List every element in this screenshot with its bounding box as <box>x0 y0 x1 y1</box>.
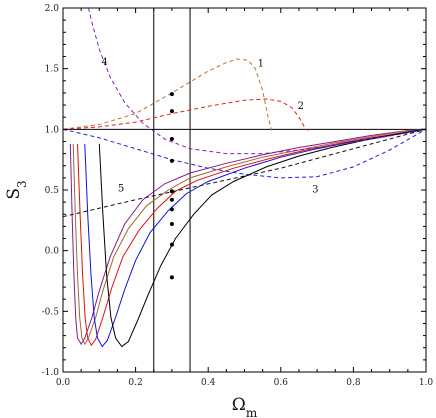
dashed-series-5-line <box>63 128 426 218</box>
data-point-marker <box>169 189 174 194</box>
markers-group <box>169 92 174 280</box>
x-tick-label: 0.6 <box>274 378 289 388</box>
solid-series-line <box>84 128 426 348</box>
data-point-marker <box>169 158 174 163</box>
series-group <box>63 8 426 348</box>
solid-series-line <box>98 128 426 348</box>
dashed-series-2-line <box>63 98 309 131</box>
x-tick-label: 1.0 <box>419 378 434 388</box>
x-tick-label: 0.8 <box>346 378 361 388</box>
data-point-marker <box>169 137 174 142</box>
curve-label-1: 1 <box>258 58 264 69</box>
solid-series-line <box>72 128 426 346</box>
dashed-series-3-line <box>63 128 426 179</box>
y-tick-label: -0.5 <box>42 307 60 317</box>
x-axis-label: Ωm <box>232 395 258 418</box>
x-tick-label: 0.4 <box>201 378 216 388</box>
y-tick-label: 1.5 <box>45 65 60 75</box>
data-point-marker <box>169 242 174 247</box>
curve-label-2: 2 <box>298 101 304 112</box>
y-axis-label: S3 <box>4 180 29 199</box>
y-tick-label: 2.0 <box>45 4 60 14</box>
curve-label-3: 3 <box>312 185 318 196</box>
x-tick-label: 0.2 <box>128 378 142 388</box>
data-point-marker <box>169 109 174 114</box>
curve-labels-group: 1 2 3 4 5 <box>102 57 319 195</box>
curve-label-5: 5 <box>118 183 124 194</box>
data-point-marker <box>169 207 174 212</box>
dashed-series-4-line <box>87 8 426 155</box>
x-axis-ticks: 0.0 0.2 0.4 0.6 0.8 1.0 <box>56 8 434 388</box>
y-tick-label: 1.0 <box>45 125 60 135</box>
x-tick-label: 0.0 <box>56 378 71 388</box>
y-tick-label: 0.0 <box>45 247 60 257</box>
y-tick-label: -1.0 <box>42 368 60 378</box>
y-axis-ticks: -1.0 -0.5 0.0 0.5 1.0 1.5 2.0 <box>42 4 426 378</box>
reference-lines <box>63 8 426 372</box>
data-point-marker <box>169 221 174 226</box>
solid-series-line <box>69 128 426 346</box>
dashed-series-1-line <box>63 58 273 131</box>
data-point-marker <box>169 275 174 280</box>
data-point-marker <box>169 92 174 97</box>
curve-label-4: 4 <box>102 57 108 68</box>
data-point-marker <box>169 197 174 202</box>
y-tick-label: 0.5 <box>45 186 60 196</box>
solid-series-line <box>77 128 426 347</box>
